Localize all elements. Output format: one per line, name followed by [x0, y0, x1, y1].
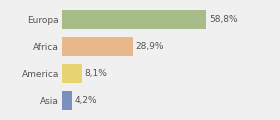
Text: 28,9%: 28,9% [135, 42, 164, 51]
Text: 4,2%: 4,2% [74, 96, 97, 105]
Bar [62, 91, 72, 110]
Bar [62, 10, 206, 29]
Text: 8,1%: 8,1% [84, 69, 107, 78]
Bar [62, 64, 81, 83]
Text: 58,8%: 58,8% [209, 15, 237, 24]
Bar [62, 37, 133, 56]
